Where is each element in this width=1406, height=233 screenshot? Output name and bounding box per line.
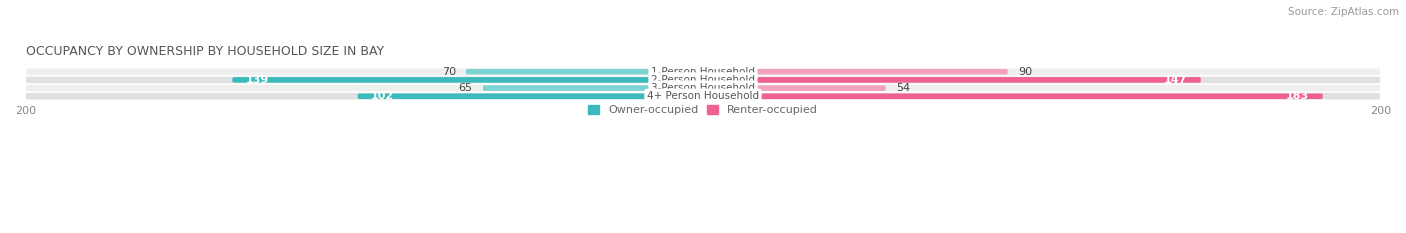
FancyBboxPatch shape xyxy=(703,69,1008,75)
FancyBboxPatch shape xyxy=(465,69,703,75)
Text: 54: 54 xyxy=(896,83,910,93)
Text: 1-Person Household: 1-Person Household xyxy=(651,67,755,77)
Text: 90: 90 xyxy=(1018,67,1032,77)
Text: 4+ Person Household: 4+ Person Household xyxy=(647,91,759,101)
Text: 70: 70 xyxy=(441,67,456,77)
FancyBboxPatch shape xyxy=(25,85,1381,91)
Text: 3-Person Household: 3-Person Household xyxy=(651,83,755,93)
Text: OCCUPANCY BY OWNERSHIP BY HOUSEHOLD SIZE IN BAY: OCCUPANCY BY OWNERSHIP BY HOUSEHOLD SIZE… xyxy=(25,45,384,58)
Text: Source: ZipAtlas.com: Source: ZipAtlas.com xyxy=(1288,7,1399,17)
Text: 139: 139 xyxy=(246,75,269,85)
FancyBboxPatch shape xyxy=(25,77,1381,83)
FancyBboxPatch shape xyxy=(482,85,703,91)
Text: 102: 102 xyxy=(371,91,394,101)
FancyBboxPatch shape xyxy=(25,93,1381,99)
FancyBboxPatch shape xyxy=(25,69,1381,75)
FancyBboxPatch shape xyxy=(703,85,886,91)
Legend: Owner-occupied, Renter-occupied: Owner-occupied, Renter-occupied xyxy=(588,105,818,115)
FancyBboxPatch shape xyxy=(703,93,1323,99)
Text: 65: 65 xyxy=(458,83,472,93)
Text: 147: 147 xyxy=(1164,75,1188,85)
Text: 2-Person Household: 2-Person Household xyxy=(651,75,755,85)
FancyBboxPatch shape xyxy=(357,93,703,99)
Text: 183: 183 xyxy=(1286,91,1309,101)
FancyBboxPatch shape xyxy=(232,77,703,83)
FancyBboxPatch shape xyxy=(703,77,1201,83)
